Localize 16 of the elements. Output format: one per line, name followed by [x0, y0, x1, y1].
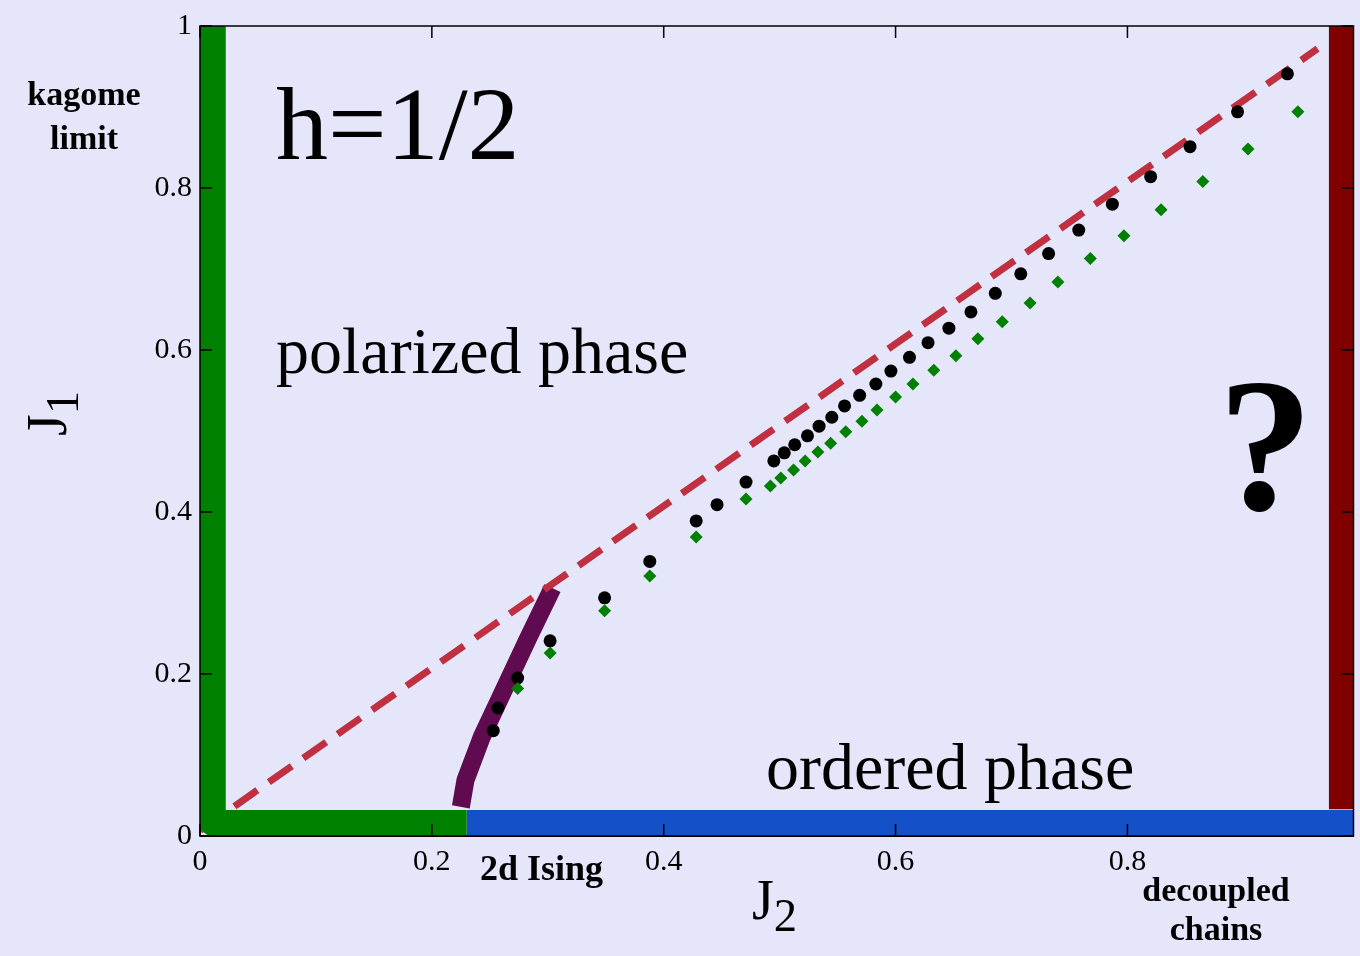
annotation: ordered phase — [766, 730, 1135, 803]
y-tick-label: 0.2 — [154, 654, 192, 688]
y-tick-label: 0.4 — [154, 492, 192, 526]
text: kagome limit — [26, 74, 142, 159]
y-tick-label: 0.8 — [154, 168, 192, 202]
x-tick-label: 0.4 — [644, 842, 683, 876]
x-tick-label: 0.2 — [413, 842, 451, 876]
y-tick-label: 0 — [177, 816, 192, 850]
annotation: polarized phase — [276, 314, 689, 387]
annotation: h=1/2 — [276, 66, 520, 181]
x-tick-label: 0.6 — [876, 842, 915, 876]
x-axis-title: J$_{2}$ — [752, 869, 798, 942]
text: 2d Ising — [480, 848, 604, 888]
y-tick-label: 1 — [177, 6, 192, 40]
annotation: ? — [1218, 340, 1313, 550]
y-tick-label: 0.6 — [154, 330, 192, 364]
